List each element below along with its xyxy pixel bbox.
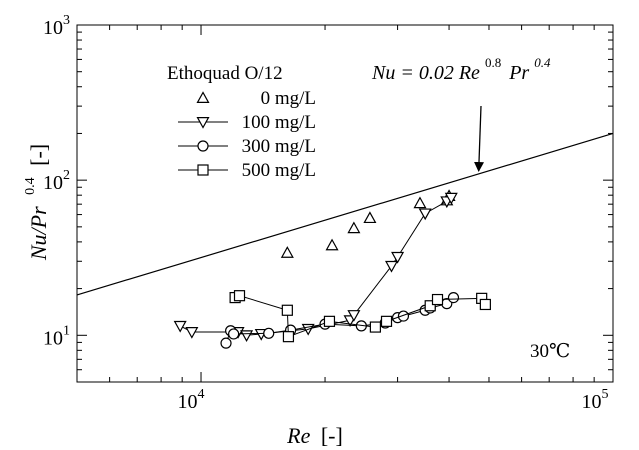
legend-item: 0 mg/L	[196, 88, 316, 109]
correlation-exp2: 0.4	[534, 55, 551, 70]
series-square	[229, 290, 491, 343]
data-point	[240, 330, 254, 343]
axis-ticks	[77, 25, 613, 382]
temperature-annotation: 30℃	[530, 341, 570, 362]
data-point	[363, 211, 377, 224]
y-axis-label-exp: 0.4	[23, 177, 38, 195]
legend-label: 500 mg/L	[242, 160, 316, 181]
y-axis-label-unit: [-]	[26, 144, 51, 166]
y-axis-label-main: Nu/Pr	[26, 206, 51, 261]
data-point	[424, 300, 436, 312]
data-point	[397, 310, 410, 322]
legend-marker	[196, 116, 210, 129]
data-point	[280, 246, 294, 258]
legend: Ethoquad O/12 0 mg/L 100 mg/L 300 mg/L 500 …	[167, 63, 316, 181]
x-tick-label: 105	[582, 387, 609, 413]
legend-item: 500 mg/L	[178, 160, 316, 181]
correlation-line	[76, 132, 614, 296]
data-point	[391, 251, 405, 264]
legend-label: 0 mg/L	[261, 88, 316, 109]
legend-marker	[196, 91, 210, 104]
series-layer	[173, 189, 491, 349]
data-point	[413, 196, 427, 209]
correlation-arrow	[474, 105, 484, 173]
y-axis-label: Nu/Pr 0.4 [-]	[14, 144, 51, 261]
data-point	[418, 208, 432, 221]
data-point	[323, 315, 336, 327]
series-triangle-down	[173, 192, 458, 343]
data-point	[347, 310, 361, 322]
correlation-label: Nu = 0.02 Re 0.8 Pr 0.4	[371, 50, 551, 84]
legend-items: 0 mg/L 100 mg/L 300 mg/L 500 mg/L	[178, 88, 316, 181]
data-point	[281, 304, 293, 316]
data-point	[347, 221, 361, 234]
data-point	[369, 321, 381, 333]
data-point	[220, 337, 232, 349]
correlation-lhs: Nu = 0.02 Re	[371, 62, 480, 84]
data-point	[263, 327, 275, 339]
data-point	[282, 331, 295, 343]
correlation-mid: Pr	[508, 62, 529, 84]
legend-label: 100 mg/L	[242, 112, 316, 133]
data-point	[384, 260, 399, 273]
x-axis-label: Re [-]	[286, 423, 343, 448]
data-point	[233, 290, 246, 302]
tick-labels: 104 105 101 102 103	[43, 13, 609, 413]
data-point	[325, 238, 339, 251]
correlation-layer	[76, 132, 614, 296]
data-point	[173, 320, 187, 333]
series-triangle-up	[280, 189, 456, 258]
correlation-exp1: 0.8	[485, 55, 501, 70]
data-point	[431, 293, 444, 306]
data-point	[185, 327, 199, 339]
legend-title: Ethoquad O/12	[167, 63, 283, 84]
legend-marker	[197, 164, 209, 176]
data-point	[444, 192, 458, 205]
y-tick-label: 101	[43, 323, 70, 349]
y-tick-label: 102	[43, 168, 70, 194]
legend-item: 300 mg/L	[178, 136, 316, 157]
data-point	[447, 291, 460, 304]
plot-frame	[76, 24, 614, 383]
data-point	[380, 315, 393, 327]
x-axis-label-main: Re	[286, 423, 310, 448]
legend-item: 100 mg/L	[178, 112, 316, 133]
x-axis-label-unit: [-]	[321, 423, 343, 448]
data-point	[228, 328, 240, 340]
x-tick-label: 104	[178, 387, 205, 413]
legend-marker	[197, 140, 209, 152]
y-tick-label: 103	[43, 13, 70, 39]
legend-label: 300 mg/L	[242, 136, 316, 157]
data-point	[479, 298, 491, 311]
